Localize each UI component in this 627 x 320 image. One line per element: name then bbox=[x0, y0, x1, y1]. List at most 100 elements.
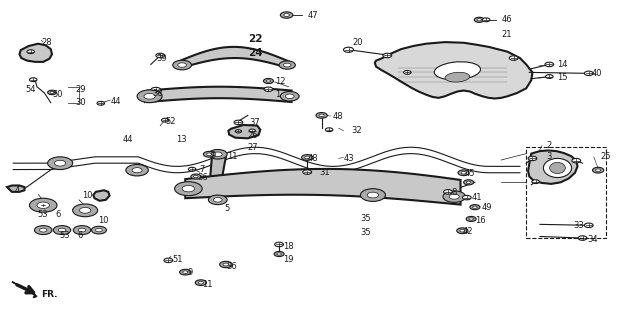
Polygon shape bbox=[375, 42, 532, 99]
Text: 43: 43 bbox=[344, 154, 354, 163]
Circle shape bbox=[572, 158, 581, 163]
Circle shape bbox=[596, 169, 601, 172]
Ellipse shape bbox=[544, 158, 572, 178]
Circle shape bbox=[283, 63, 291, 67]
Text: 13: 13 bbox=[176, 135, 186, 144]
Circle shape bbox=[444, 190, 453, 194]
Circle shape bbox=[593, 167, 604, 173]
Circle shape bbox=[482, 18, 490, 22]
Circle shape bbox=[29, 78, 37, 82]
Circle shape bbox=[174, 182, 202, 196]
Circle shape bbox=[80, 207, 91, 213]
Text: 40: 40 bbox=[592, 69, 603, 78]
Text: 53: 53 bbox=[59, 231, 70, 240]
Text: 10: 10 bbox=[82, 191, 93, 200]
Text: 27: 27 bbox=[248, 143, 258, 152]
Polygon shape bbox=[179, 47, 288, 68]
Text: 50: 50 bbox=[53, 90, 63, 99]
Circle shape bbox=[264, 87, 273, 92]
Circle shape bbox=[78, 228, 86, 232]
Circle shape bbox=[29, 198, 57, 212]
Circle shape bbox=[137, 90, 162, 103]
Text: 11: 11 bbox=[202, 280, 213, 289]
Ellipse shape bbox=[550, 162, 566, 173]
Circle shape bbox=[223, 263, 229, 266]
Text: 45: 45 bbox=[465, 169, 475, 178]
Text: 16: 16 bbox=[475, 216, 485, 225]
Circle shape bbox=[208, 195, 227, 204]
Circle shape bbox=[509, 56, 518, 60]
Circle shape bbox=[206, 153, 211, 156]
Text: 41: 41 bbox=[472, 193, 482, 202]
Circle shape bbox=[41, 204, 46, 206]
Circle shape bbox=[48, 90, 56, 95]
Circle shape bbox=[198, 281, 203, 284]
Circle shape bbox=[195, 280, 206, 285]
Circle shape bbox=[126, 164, 149, 176]
Circle shape bbox=[456, 228, 468, 234]
Polygon shape bbox=[7, 186, 24, 192]
Text: 47: 47 bbox=[307, 11, 318, 20]
Ellipse shape bbox=[445, 72, 470, 82]
Circle shape bbox=[144, 93, 155, 99]
Text: 15: 15 bbox=[557, 73, 568, 82]
Circle shape bbox=[219, 261, 232, 268]
Text: 39: 39 bbox=[156, 53, 167, 62]
Circle shape bbox=[463, 180, 473, 185]
Text: 7: 7 bbox=[199, 165, 205, 174]
Text: 26: 26 bbox=[248, 131, 258, 140]
Circle shape bbox=[285, 94, 294, 99]
Text: 12: 12 bbox=[275, 77, 285, 86]
Circle shape bbox=[234, 120, 243, 124]
Circle shape bbox=[303, 170, 312, 174]
Text: 22: 22 bbox=[248, 34, 262, 44]
Circle shape bbox=[162, 118, 169, 122]
Circle shape bbox=[235, 130, 241, 133]
Circle shape bbox=[284, 13, 290, 16]
Circle shape bbox=[53, 226, 71, 235]
Text: 14: 14 bbox=[557, 60, 568, 69]
Circle shape bbox=[73, 226, 91, 235]
Text: 51: 51 bbox=[172, 255, 183, 264]
Text: 31: 31 bbox=[320, 168, 330, 177]
Circle shape bbox=[584, 71, 593, 76]
Text: 52: 52 bbox=[166, 117, 176, 126]
Text: 3: 3 bbox=[546, 152, 552, 161]
Text: 34: 34 bbox=[587, 235, 598, 244]
Circle shape bbox=[458, 170, 469, 176]
Polygon shape bbox=[19, 44, 52, 62]
Circle shape bbox=[132, 168, 142, 173]
Circle shape bbox=[280, 92, 299, 101]
Circle shape bbox=[213, 197, 222, 202]
Circle shape bbox=[188, 167, 196, 171]
Text: 5: 5 bbox=[224, 204, 230, 213]
Circle shape bbox=[584, 223, 593, 228]
Text: 32: 32 bbox=[351, 126, 362, 135]
Text: 33: 33 bbox=[573, 221, 584, 230]
Text: 35: 35 bbox=[361, 228, 371, 237]
Text: 44: 44 bbox=[123, 135, 133, 144]
Circle shape bbox=[50, 92, 54, 93]
Text: 54: 54 bbox=[26, 85, 36, 94]
Circle shape bbox=[280, 12, 293, 18]
Polygon shape bbox=[209, 152, 226, 201]
Circle shape bbox=[179, 269, 191, 275]
Polygon shape bbox=[228, 125, 260, 138]
Polygon shape bbox=[185, 169, 460, 204]
Text: 36: 36 bbox=[198, 173, 209, 182]
Text: 42: 42 bbox=[462, 227, 473, 236]
Circle shape bbox=[545, 75, 553, 78]
Circle shape bbox=[469, 218, 473, 220]
Text: 30: 30 bbox=[76, 98, 87, 107]
Circle shape bbox=[27, 50, 34, 53]
Text: 24: 24 bbox=[248, 48, 263, 58]
Circle shape bbox=[164, 258, 172, 263]
Circle shape bbox=[578, 236, 587, 240]
Circle shape bbox=[213, 152, 222, 156]
Circle shape bbox=[249, 129, 255, 132]
Text: 11: 11 bbox=[227, 152, 238, 161]
Text: 10: 10 bbox=[98, 216, 108, 225]
Text: 1: 1 bbox=[275, 90, 280, 99]
Circle shape bbox=[528, 156, 537, 161]
Circle shape bbox=[203, 151, 214, 157]
